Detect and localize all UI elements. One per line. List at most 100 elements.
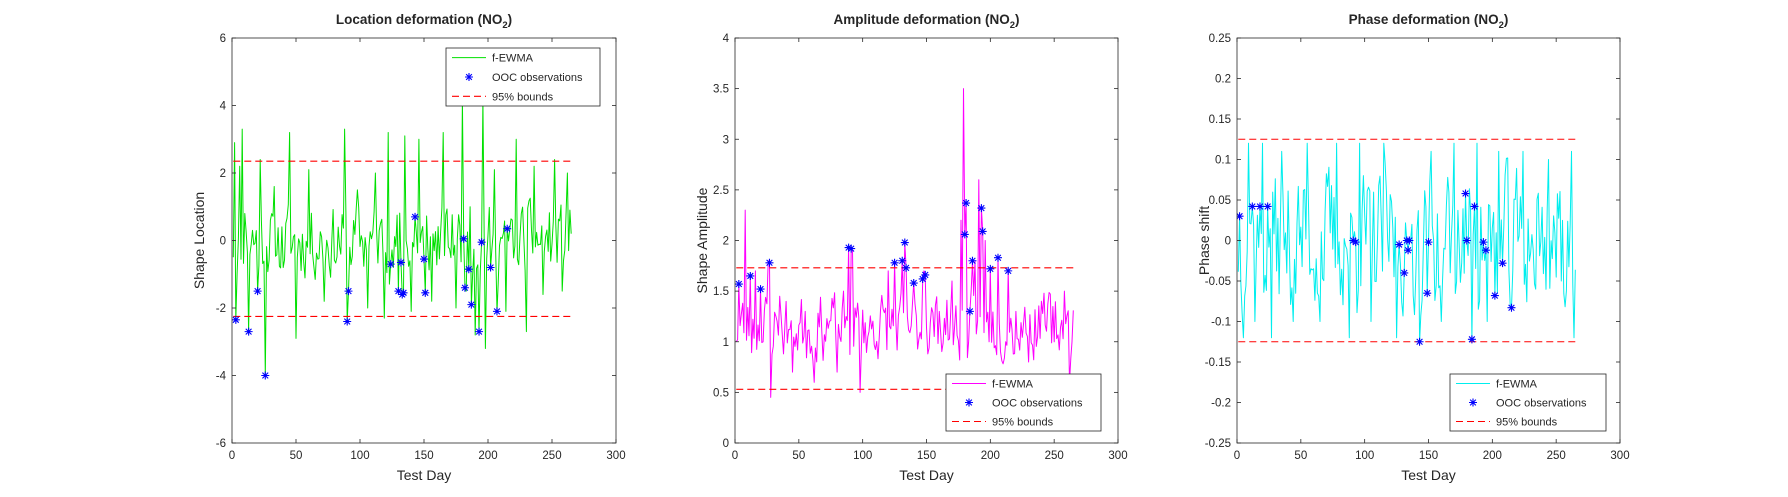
- y-tick-label: 0: [723, 438, 729, 450]
- x-tick-label: 150: [1419, 450, 1438, 462]
- x-tick-label: 300: [1610, 450, 1629, 462]
- y-tick-label: -0.15: [1205, 357, 1231, 369]
- ooc-marker: [411, 212, 420, 221]
- ooc-marker: [844, 243, 853, 252]
- ooc-marker: [960, 230, 969, 239]
- legend: f-EWMA OOC observations 95% bounds: [1449, 373, 1607, 432]
- ooc-marker: [394, 287, 403, 296]
- x-axis-label: Test Day: [1401, 467, 1455, 483]
- y-tick-label: -0.25: [1205, 438, 1231, 450]
- ooc-marker: [1423, 289, 1432, 298]
- y-tick-label: 1.5: [713, 286, 729, 298]
- ooc-marker: [344, 287, 353, 296]
- ooc-marker: [503, 224, 512, 233]
- ooc-marker: [1248, 202, 1257, 211]
- x-tick-label: 0: [732, 450, 738, 462]
- chart-title: Amplitude deformation (NO2): [833, 12, 1019, 31]
- ooc-marker: [1404, 246, 1413, 255]
- plot-content: [1237, 138, 1576, 346]
- x-tick-label: 250: [1547, 450, 1566, 462]
- ooc-marker: [1004, 266, 1013, 275]
- ooc-marker: [902, 263, 911, 272]
- ooc-marker: [232, 315, 240, 324]
- ooc-marker: [460, 283, 469, 292]
- y-tick-label: 0: [1225, 236, 1231, 248]
- ooc-marker: [343, 317, 352, 326]
- x-tick-label: 150: [917, 450, 936, 462]
- title-end: ): [1504, 12, 1509, 27]
- ooc-marker: [1351, 238, 1360, 247]
- y-tick-label: 2.5: [713, 185, 729, 197]
- y-axis-label: Shape Location: [191, 192, 207, 289]
- title-subscript: 2: [1010, 20, 1015, 31]
- ooc-marker: [1461, 189, 1470, 198]
- ooc-marker: [1255, 202, 1264, 211]
- legend-label: OOC observations: [1496, 398, 1587, 410]
- y-tick-label: -4: [216, 371, 227, 383]
- y-tick-label: 3.5: [713, 84, 729, 96]
- x-axis-label: Test Day: [899, 467, 953, 483]
- ooc-marker: [965, 307, 974, 316]
- ooc-marker: [396, 258, 405, 267]
- ooc-marker: [399, 288, 408, 297]
- y-tick-label: 0.2: [1215, 74, 1231, 86]
- title-main: Phase deformation (NO: [1349, 12, 1499, 27]
- chart-panel-3: 0 50 100 150 200 250 300 -0.25 -0.2 -0.15 -0.1 -0.0…: [1196, 12, 1630, 483]
- title-end: ): [1015, 12, 1020, 27]
- ooc-marker: [467, 300, 476, 309]
- ooc-marker: [1263, 202, 1272, 211]
- y-tick-label: -0.1: [1211, 317, 1231, 329]
- ooc-marker: [420, 255, 428, 264]
- chart-title: Location deformation (NO2): [336, 12, 512, 31]
- ooc-marker: [477, 238, 486, 247]
- y-tick-label: 1: [723, 337, 729, 349]
- ooc-marker: [890, 258, 899, 267]
- y-axis-label: Phase shift: [1196, 206, 1212, 275]
- ooc-marker: [421, 288, 430, 297]
- title-main: Location deformation (NO: [336, 12, 503, 27]
- y-tick-label: -0.2: [1211, 398, 1231, 410]
- y-axis-label: Shape Amplitude: [694, 187, 710, 293]
- legend-marker-sample: [1469, 398, 1477, 407]
- y-tick-label: 0.25: [1209, 33, 1231, 45]
- ooc-marker: [1424, 238, 1433, 247]
- x-tick-label: 100: [350, 450, 369, 462]
- ooc-marker: [1470, 202, 1479, 211]
- ooc-marker: [261, 371, 270, 380]
- title-subscript: 2: [502, 20, 507, 31]
- ooc-marker: [1490, 291, 1499, 300]
- x-tick-label: 100: [853, 450, 872, 462]
- x-tick-label: 0: [1234, 450, 1240, 462]
- ooc-marker: [921, 270, 930, 279]
- ooc-marker: [918, 274, 927, 283]
- y-tick-label: 0.1: [1215, 155, 1231, 167]
- legend-marker-sample: [965, 398, 973, 407]
- ooc-marker: [492, 307, 501, 316]
- x-tick-label: 250: [1045, 450, 1064, 462]
- x-tick-label: 300: [606, 450, 625, 462]
- ooc-marker: [746, 271, 755, 280]
- ooc-marker: [244, 327, 253, 336]
- x-tick-label: 50: [792, 450, 805, 462]
- x-tick-label: 50: [1294, 450, 1307, 462]
- ooc-marker: [1498, 259, 1507, 268]
- ooc-marker: [386, 260, 395, 269]
- ooc-marker: [1462, 236, 1471, 245]
- ooc-marker: [1237, 212, 1244, 221]
- y-tick-label: 3: [723, 134, 729, 146]
- y-tick-label: -0.05: [1205, 276, 1231, 288]
- ooc-marker: [756, 285, 765, 294]
- ooc-marker: [464, 265, 473, 274]
- ooc-marker: [1507, 303, 1516, 312]
- x-tick-label: 200: [478, 450, 497, 462]
- y-tick-label: 0.05: [1209, 195, 1231, 207]
- legend-label: f-EWMA: [1496, 379, 1538, 391]
- x-tick-label: 150: [414, 450, 433, 462]
- legend-label: 95% bounds: [1496, 417, 1558, 429]
- legend-label: 95% bounds: [492, 91, 554, 103]
- title-main: Amplitude deformation (NO: [833, 12, 1009, 27]
- chart-panel-1: 0 50 100 150 200 250 300 -6 -4 -2 0 2 4 6 Location def…: [191, 12, 626, 483]
- legend-label: OOC observations: [492, 72, 583, 84]
